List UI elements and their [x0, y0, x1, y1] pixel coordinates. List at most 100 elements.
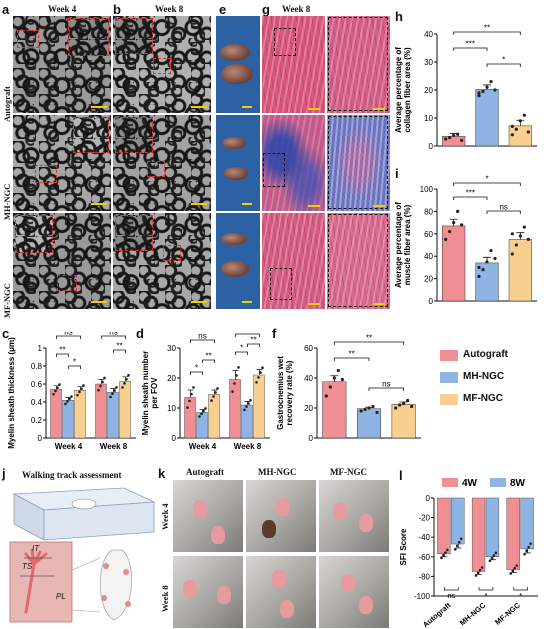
y-tick-label: 1: [38, 344, 43, 353]
data-point: [490, 556, 494, 560]
x-tick-label: Autograft: [421, 600, 453, 628]
data-point: [186, 406, 189, 409]
significance-bracket: [190, 371, 203, 375]
data-point: [477, 274, 481, 278]
histology-image-mh-ngc: [262, 115, 325, 211]
data-point: [190, 392, 193, 396]
footprint-photo-mf-ngc-week8: [319, 556, 389, 628]
data-point: [363, 407, 367, 412]
bar-mf-ngc: [208, 394, 220, 439]
bar-mf-ngc: [508, 239, 532, 302]
data-point: [511, 569, 515, 573]
data-point: [510, 124, 514, 128]
data-point: [402, 401, 406, 406]
k-header-mh-ngc: MH-NGC: [258, 467, 297, 477]
panel-label-g: g: [262, 2, 270, 17]
y-axis-label: SFI Score: [399, 528, 408, 565]
bar-autograft: [50, 389, 62, 439]
data-point: [523, 552, 526, 556]
significance-label: *: [485, 591, 488, 600]
bar-8w: [485, 497, 500, 557]
k-row-week8: Week 8: [160, 585, 170, 612]
x-tick-label: MF-NGC: [493, 600, 522, 627]
data-point: [237, 366, 240, 369]
data-point: [444, 551, 447, 554]
chart-l-sfi: 0 -20 -40 -60 -80 -100 SFI Score Autograft MH-NG…: [399, 478, 538, 628]
legend-label-mh-ngc: MH-NGC: [463, 371, 505, 382]
data-point: [477, 265, 481, 269]
data-point: [78, 390, 81, 394]
data-point: [58, 383, 61, 386]
y-tick-label: 0.2: [31, 416, 43, 425]
legend-label-autograft: Autograft: [463, 349, 508, 360]
panel-label-b: b: [113, 2, 121, 17]
y-tick-label: 10: [167, 404, 176, 413]
y-tick-label: 0.4: [31, 398, 43, 407]
legend-swatch-8w: [490, 478, 506, 487]
data-point: [216, 387, 219, 390]
bar-autograft: [229, 379, 241, 439]
histology-image-mf-ngc: [262, 213, 325, 309]
data-point: [324, 394, 328, 398]
k-row-week4: Week 4: [160, 503, 170, 530]
significance-label: ns: [198, 332, 206, 341]
legend-label-8w: 8W: [510, 478, 526, 489]
y-axis-label: per FOV: [150, 377, 159, 409]
panel-label-c: c: [2, 326, 10, 341]
data-point: [455, 544, 459, 548]
significance-bracket: [113, 349, 126, 353]
y-tick-label: 30: [167, 344, 176, 353]
data-point: [442, 553, 445, 557]
y-tick-label: 20: [304, 404, 313, 413]
data-point: [204, 407, 207, 410]
data-point: [522, 113, 526, 117]
data-point: [359, 409, 363, 413]
bar-4w: [506, 497, 520, 570]
row-label-autograft: Autograft: [2, 86, 12, 122]
panel-label-l: l: [399, 468, 403, 483]
data-point: [101, 380, 104, 384]
significance-label: ns: [109, 332, 117, 337]
data-point: [510, 232, 514, 236]
data-point: [336, 368, 340, 373]
data-point: [493, 88, 497, 92]
data-point: [514, 243, 518, 247]
significance-bracket: [68, 365, 81, 369]
significance-bracket: [453, 31, 521, 35]
data-point: [245, 405, 248, 408]
data-point: [82, 384, 85, 387]
y-axis-label: Gastrocnemius wet: [276, 356, 285, 430]
chart-c-myelin-thickness: 0 0.2 0.4 0.6 0.8 1 Myelin sheath thickness (μ…: [7, 332, 136, 451]
y-axis-label: Average percentage of: [394, 47, 403, 133]
data-point: [410, 404, 414, 409]
footprint-photo-mh-ngc-week4: [246, 480, 316, 552]
data-point: [529, 542, 532, 545]
data-point: [259, 371, 262, 374]
y-axis-label: muscle fiber area (%): [403, 204, 412, 285]
significance-label: *: [502, 56, 505, 65]
data-point: [332, 376, 336, 380]
data-point: [477, 94, 481, 98]
data-point: [127, 373, 130, 377]
data-point: [99, 384, 102, 388]
tem-header-week8: Week 8: [155, 4, 184, 14]
data-point: [70, 395, 73, 398]
significance-bracket: [235, 333, 260, 337]
label-it: IT: [32, 544, 40, 553]
y-tick-label: 60: [304, 344, 313, 353]
data-point: [243, 408, 246, 412]
y-tick-label: -80: [418, 572, 430, 581]
walking-track-illustration: [9, 487, 156, 623]
significance-label: **: [366, 334, 372, 343]
significance-bracket: [453, 47, 488, 51]
significance-bracket: [333, 357, 370, 361]
data-point: [457, 540, 461, 544]
data-point: [398, 403, 402, 407]
data-point: [214, 391, 217, 394]
significance-label: **: [484, 24, 490, 33]
data-point: [453, 548, 457, 551]
data-point: [477, 91, 481, 95]
bar-mh-ngc: [241, 404, 253, 439]
data-point: [255, 380, 258, 384]
data-point: [328, 385, 332, 389]
